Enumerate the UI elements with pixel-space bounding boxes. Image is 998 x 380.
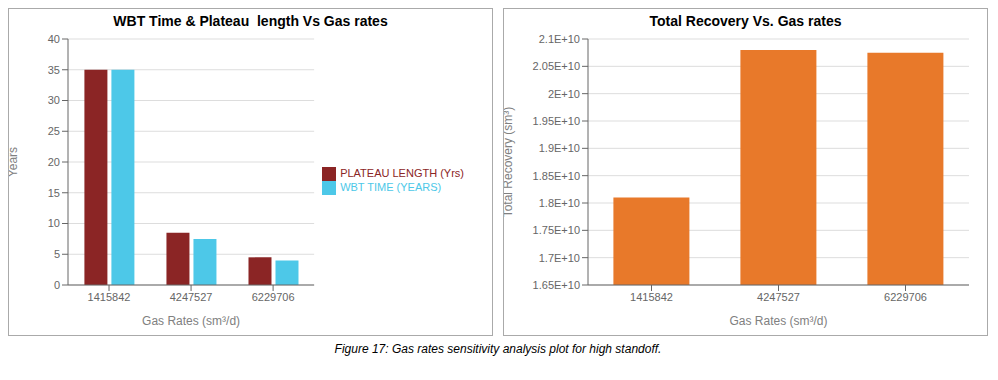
html-text:WBT TIME (YEARS): WBT TIME (YEARS) [340,181,442,193]
svg-text:1415842: 1415842 [630,291,673,303]
html-text:WBT Time & Plateau length Vs G: WBT Time & Plateau length Vs Gas rates [113,13,388,29]
svg-text:1.95E+10: 1.95E+10 [533,115,580,127]
svg-text:Gas Rates (sm³/d): Gas Rates (sm³/d) [729,314,827,328]
svg-text:30: 30 [48,94,60,106]
svg-text:40: 40 [48,33,60,45]
svg-text:1.7E+10: 1.7E+10 [539,252,580,264]
svg-text:4247527: 4247527 [757,291,800,303]
svg-text:2.1E+10: 2.1E+10 [539,33,580,45]
svg-text:20: 20 [48,156,60,168]
svg-text:Years: Years [9,147,20,177]
svg-text:10: 10 [48,217,60,229]
svg-text:5: 5 [54,248,60,260]
svg-text:1.85E+10: 1.85E+10 [533,170,580,182]
svg-text:0: 0 [54,279,60,291]
svg-text:4247527: 4247527 [170,291,213,303]
svg-text:1.75E+10: 1.75E+10 [533,224,580,236]
svg-text:25: 25 [48,125,60,137]
svg-text:6229706: 6229706 [252,291,295,303]
svg-text:Total Recovery (sm³): Total Recovery (sm³) [504,107,515,218]
svg-text:2.05E+10: 2.05E+10 [533,60,580,72]
svg-text:35: 35 [48,64,60,76]
svg-text:Gas Rates (sm³/d): Gas Rates (sm³/d) [142,314,240,328]
svg-text:1.8E+10: 1.8E+10 [539,197,580,209]
svg-text:1.65E+10: 1.65E+10 [533,279,580,291]
html-text:Figure 17: Gas rates sensitivi: Figure 17: Gas rates sensitivity analysi… [334,342,662,356]
html-text:PLATEAU LENGTH (Yrs): PLATEAU LENGTH (Yrs) [340,166,464,179]
svg-text:1.9E+10: 1.9E+10 [539,142,580,154]
svg-text:2E+10: 2E+10 [548,88,580,100]
svg-text:1415842: 1415842 [88,291,131,303]
html-text:Total Recovery Vs. Gas rates: Total Recovery Vs. Gas rates [649,13,842,29]
svg-text:15: 15 [48,187,60,199]
svg-text:6229706: 6229706 [884,291,927,303]
